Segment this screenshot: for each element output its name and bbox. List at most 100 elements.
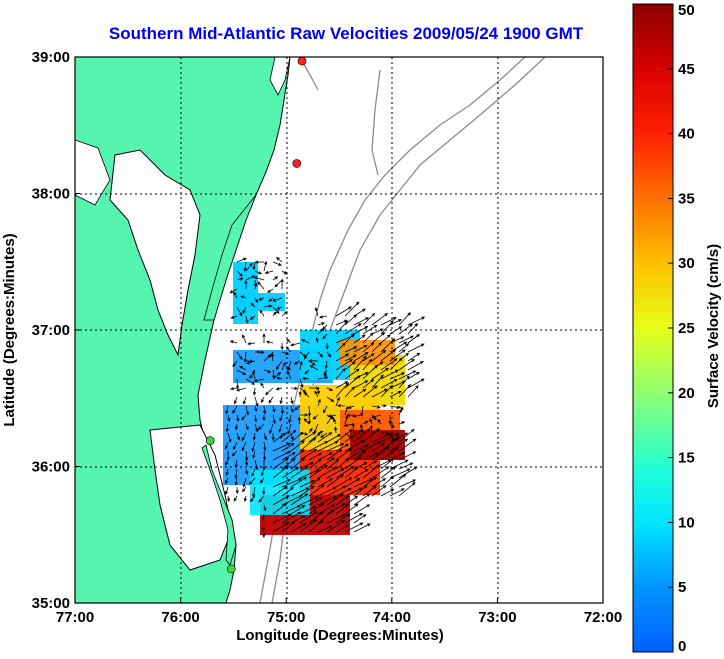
velocity-arrow: [407, 316, 426, 326]
velocity-arrow: [371, 442, 385, 452]
velocity-arrow: [290, 440, 305, 452]
velocity-arrow: [236, 257, 247, 263]
velocity-arrow: [264, 270, 274, 274]
velocity-arrow: [241, 441, 247, 452]
velocity-arrow: [272, 465, 290, 479]
velocity-arrow: [268, 297, 274, 302]
velocity-arrow: [308, 427, 313, 434]
velocity-arrow: [299, 360, 303, 371]
velocity-arrow: [299, 485, 315, 497]
velocity-arrow: [245, 405, 249, 416]
velocity-arrow: [360, 405, 364, 417]
velocity-arrow: [298, 390, 302, 398]
velocity-arrow: [362, 342, 375, 353]
velocity-arrow: [236, 414, 240, 422]
velocity-arrow: [262, 531, 266, 539]
velocity-arrow: [245, 423, 249, 431]
velocity-arrow: [260, 477, 265, 484]
y-tick-label: 38:00: [32, 186, 70, 203]
colorbar-tick-label: 25: [678, 320, 695, 337]
velocity-arrow: [344, 503, 359, 515]
velocity-arrow: [281, 452, 296, 461]
velocity-arrow: [232, 405, 238, 414]
velocity-arrow: [351, 422, 355, 434]
velocity-arrow: [398, 312, 411, 326]
velocity-arrow: [308, 359, 319, 363]
velocity-arrow: [369, 424, 374, 434]
velocity-arrow: [244, 279, 248, 290]
velocity-arrow: [253, 414, 258, 423]
velocity-arrow: [314, 390, 319, 398]
velocity-arrow: [309, 365, 319, 371]
velocity-arrow: [398, 335, 414, 344]
velocity-arrow: [272, 371, 282, 380]
velocity-arrow: [280, 405, 285, 415]
velocity-arrow: [308, 477, 321, 488]
velocity-arrow: [308, 386, 320, 390]
velocity-arrow: [318, 315, 328, 319]
x-tick-label: 72:00: [584, 609, 622, 626]
velocity-arrow: [252, 261, 256, 271]
hf-radar-sites: [205, 57, 307, 574]
velocity-arrow: [254, 405, 258, 412]
velocity-arrow: [353, 352, 369, 362]
velocity-arrow: [303, 351, 310, 360]
velocity-arrow: [243, 261, 247, 272]
velocity-arrow: [290, 515, 307, 524]
velocity-arrow: [362, 460, 378, 470]
velocity-arrow: [380, 404, 388, 408]
velocity-arrow: [317, 441, 339, 452]
velocity-arrow: [398, 421, 406, 425]
velocity-arrow: [380, 446, 399, 461]
velocity-arrow: [380, 358, 398, 371]
velocity-arrow: [236, 270, 243, 277]
velocity-arrow: [290, 386, 299, 390]
velocity-arrow: [326, 351, 332, 358]
velocity-arrow: [398, 405, 404, 410]
velocity-arrow: [235, 486, 239, 495]
velocity-arrow: [257, 281, 265, 290]
velocity-arrow: [252, 450, 256, 459]
velocity-arrow: [353, 462, 368, 470]
colorbar-tick-label: 15: [678, 450, 695, 467]
velocity-arrow: [233, 291, 238, 299]
velocity-arrow: [249, 315, 256, 320]
velocity-arrow: [344, 323, 362, 335]
velocity-arrow: [280, 342, 284, 351]
velocity-arrow: [398, 323, 413, 335]
velocity-arrow: [335, 367, 346, 380]
velocity-arrow: [380, 317, 397, 326]
velocity-arrow: [279, 432, 284, 440]
velocity-arrow: [335, 342, 346, 353]
velocity-arrow: [290, 476, 308, 488]
velocity-arrow: [281, 466, 300, 479]
velocity-arrow: [272, 513, 292, 524]
velocity-arrow: [226, 450, 230, 461]
velocity-arrow: [353, 504, 371, 515]
velocity-arrow: [326, 468, 345, 479]
velocity-arrow: [272, 486, 288, 497]
velocity-arrow: [324, 372, 328, 380]
velocity-arrow: [233, 441, 238, 451]
velocity-arrow: [303, 392, 310, 398]
velocity-arrow: [272, 478, 292, 488]
velocity-arrow: [327, 414, 337, 418]
velocity-arrow: [276, 306, 283, 310]
velocity-arrow: [297, 416, 302, 425]
velocity-arrow: [362, 441, 382, 452]
velocity-arrow: [335, 524, 349, 533]
velocity-arrow: [389, 349, 406, 362]
velocity-arrow: [269, 423, 274, 435]
velocity-arrow: [371, 374, 384, 389]
velocity-arrow: [335, 448, 352, 461]
velocity-arrow: [362, 353, 375, 362]
velocity-arrow: [334, 426, 338, 434]
velocity-arrow: [245, 468, 249, 475]
velocity-arrow: [260, 468, 265, 477]
velocity-arrow: [224, 486, 229, 495]
velocity-arrow: [236, 369, 247, 376]
velocity-arrow: [353, 485, 368, 497]
velocity-arrow: [271, 432, 275, 441]
velocity-arrow: [225, 477, 229, 485]
velocity-arrow: [326, 519, 346, 533]
